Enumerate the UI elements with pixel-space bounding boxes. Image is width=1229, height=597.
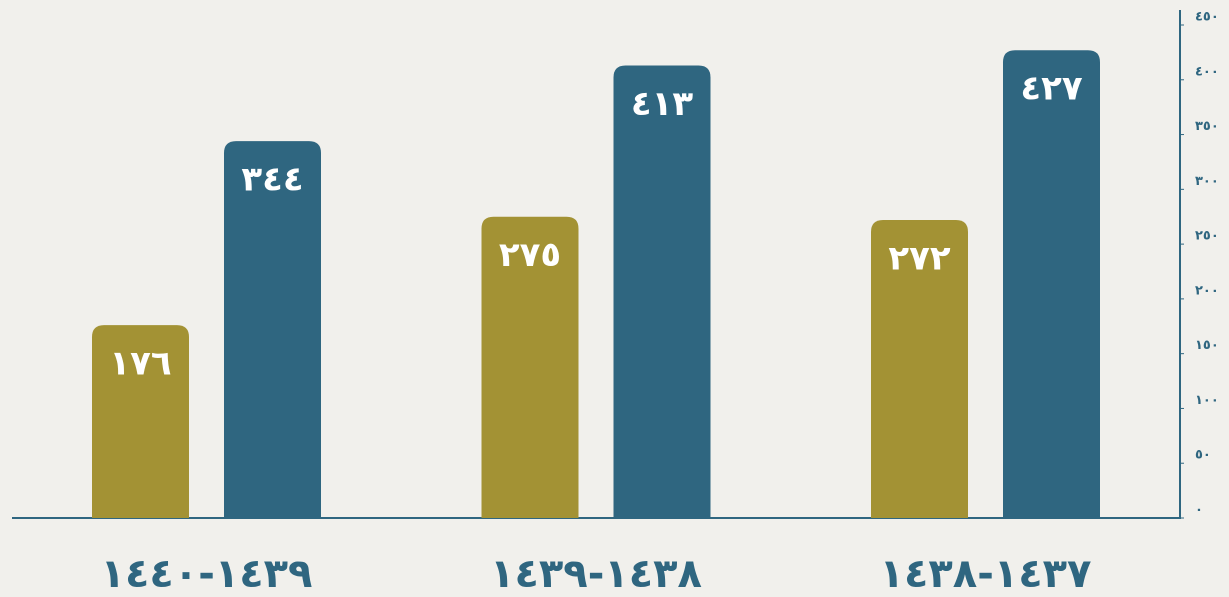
bar bbox=[481, 216, 579, 518]
value-label: ٢٧٥ bbox=[499, 235, 561, 275]
value-label: ٢٧٢ bbox=[888, 239, 951, 279]
bar bbox=[871, 220, 968, 518]
x-tick-label: ١٤٣٨-١٤٣٧ bbox=[880, 551, 1092, 597]
y-tick-label: ٥٠ bbox=[1195, 448, 1211, 463]
bar bbox=[613, 65, 711, 518]
y-tick-label: ٤٠٠ bbox=[1195, 64, 1219, 79]
y-tick-label: ٣٥٠ bbox=[1195, 119, 1219, 134]
value-label: ١٧٦ bbox=[109, 344, 171, 384]
y-tick-label: ٣٠٠ bbox=[1195, 174, 1219, 189]
value-label: ٣٤٤ bbox=[241, 160, 303, 200]
y-tick-label: ١٠٠ bbox=[1195, 393, 1219, 408]
value-label: ٤٢٧ bbox=[1020, 69, 1083, 109]
y-tick-label: ٢٥٠ bbox=[1195, 229, 1219, 244]
bar bbox=[224, 141, 321, 518]
x-tick-label: ١٤٣٩-١٤٣٨ bbox=[490, 551, 702, 597]
y-tick-label: ٠ bbox=[1195, 503, 1203, 518]
bar bbox=[1003, 50, 1100, 518]
x-tick-label: ١٤٤٠-١٤٣٩ bbox=[101, 551, 313, 597]
value-label: ٤١٣ bbox=[631, 84, 694, 124]
bar bbox=[92, 325, 189, 518]
y-tick-label: ٢٠٠ bbox=[1195, 283, 1219, 298]
y-tick-label: ٤٥٠ bbox=[1195, 10, 1219, 25]
y-tick-label: ١٥٠ bbox=[1195, 338, 1219, 353]
